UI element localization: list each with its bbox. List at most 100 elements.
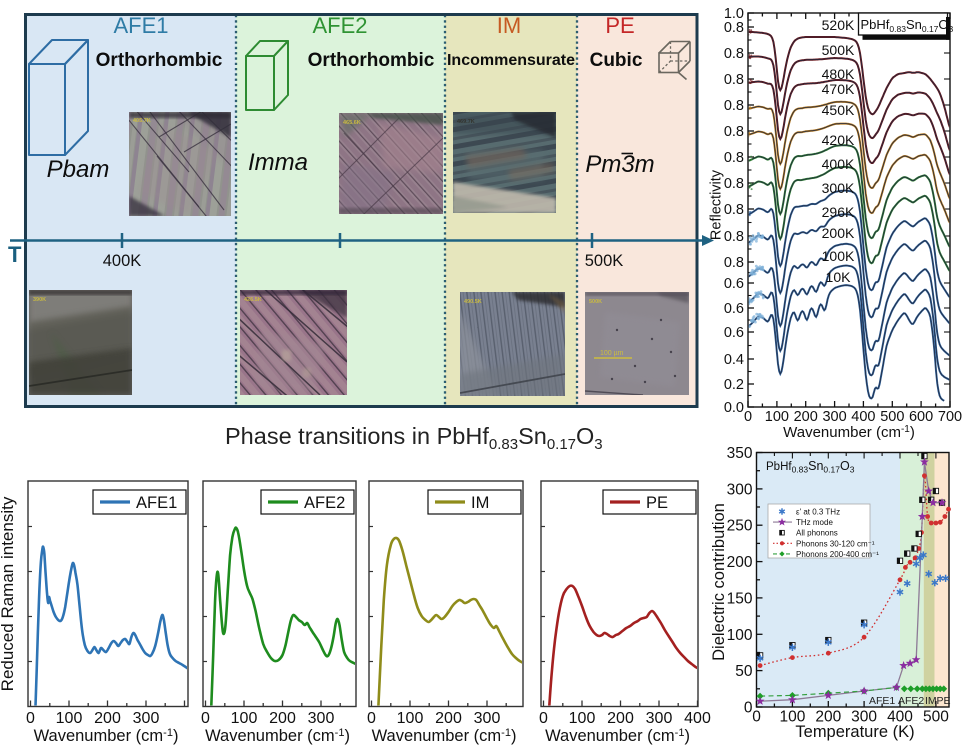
svg-text:200: 200 (94, 710, 121, 727)
svg-text:200: 200 (269, 710, 296, 727)
svg-text:405.7K: 405.7K (133, 118, 151, 124)
svg-text:200: 200 (435, 710, 462, 727)
svg-text:0.8: 0.8 (724, 124, 744, 140)
svg-text:500K: 500K (822, 42, 855, 58)
svg-text:Orthorhombic: Orthorhombic (96, 50, 223, 71)
svg-text:AFE1: AFE1 (136, 494, 177, 512)
svg-text:PE: PE (646, 494, 668, 512)
svg-text:0.8: 0.8 (724, 98, 744, 114)
svg-text:AFE2: AFE2 (304, 494, 345, 512)
svg-text:400: 400 (887, 709, 913, 726)
svg-text:Phase transitions in PbHf0.83S: Phase transitions in PbHf0.83Sn0.17O3 (225, 423, 603, 453)
svg-text:500: 500 (923, 709, 949, 726)
svg-text:200: 200 (607, 710, 634, 727)
svg-text:0: 0 (744, 700, 753, 717)
svg-text:400: 400 (684, 710, 711, 727)
svg-text:500K: 500K (585, 252, 624, 270)
svg-text:PbHf0.83Sn0.17O3: PbHf0.83Sn0.17O3 (766, 459, 855, 475)
svg-text:AFE1: AFE1 (869, 695, 895, 707)
svg-text:0: 0 (26, 710, 35, 727)
svg-text:420K: 420K (822, 132, 855, 148)
svg-text:0.6: 0.6 (724, 301, 744, 317)
svg-text:0.8: 0.8 (724, 20, 744, 36)
svg-text:300: 300 (474, 710, 501, 727)
svg-text:T: T (8, 242, 22, 267)
svg-text:500: 500 (880, 409, 904, 425)
svg-text:300: 300 (851, 709, 877, 726)
svg-text:THz mode: THz mode (796, 518, 833, 527)
svg-text:490.5K: 490.5K (464, 299, 482, 305)
svg-text:100K: 100K (822, 248, 855, 264)
svg-text:0.4: 0.4 (724, 352, 744, 368)
svg-text:Reduced Raman intensity: Reduced Raman intensity (0, 496, 17, 691)
svg-text:50: 50 (735, 663, 753, 680)
svg-text:Incommensurate: Incommensurate (447, 52, 575, 69)
svg-text:All phonons: All phonons (796, 529, 838, 538)
svg-text:100: 100 (231, 710, 258, 727)
svg-text:Wavenumber (cm-1): Wavenumber (cm-1) (372, 727, 517, 745)
svg-text:0: 0 (752, 709, 761, 726)
svg-text:0.8: 0.8 (724, 229, 744, 245)
svg-text:0: 0 (744, 409, 752, 425)
svg-text:470K: 470K (822, 81, 855, 97)
svg-text:350: 350 (727, 445, 753, 462)
svg-text:100: 100 (779, 709, 805, 726)
svg-text:0.8: 0.8 (724, 202, 744, 218)
svg-text:0.8: 0.8 (724, 46, 744, 62)
svg-text:PE: PE (605, 13, 634, 38)
svg-text:700: 700 (938, 409, 962, 425)
svg-text:0.8: 0.8 (724, 72, 744, 88)
svg-text:390K: 390K (33, 297, 46, 303)
svg-text:469.7K: 469.7K (457, 119, 475, 125)
svg-text:AFE2: AFE2 (898, 695, 924, 707)
svg-text:0.6: 0.6 (724, 325, 744, 341)
svg-text:0.8: 0.8 (724, 150, 744, 166)
svg-text:300: 300 (646, 710, 673, 727)
svg-text:0.8: 0.8 (724, 255, 744, 271)
svg-text:465.6K: 465.6K (343, 120, 361, 126)
svg-text:100: 100 (397, 710, 424, 727)
svg-text:PbHf0.83Sn0.17O3: PbHf0.83Sn0.17O3 (861, 17, 954, 34)
svg-text:1.0: 1.0 (724, 6, 744, 22)
svg-text:100 µm: 100 µm (600, 350, 624, 357)
svg-text:Phonons 30-120 cm⁻¹: Phonons 30-120 cm⁻¹ (796, 539, 875, 548)
svg-text:200: 200 (727, 554, 753, 571)
svg-text:0: 0 (367, 710, 376, 727)
svg-text:0.0: 0.0 (724, 400, 744, 416)
svg-text:100: 100 (765, 409, 789, 425)
svg-text:IM: IM (471, 494, 489, 512)
svg-text:IM: IM (925, 695, 937, 707)
svg-text:200: 200 (794, 409, 818, 425)
svg-text:500K: 500K (589, 299, 602, 305)
svg-text:100: 100 (56, 710, 83, 727)
svg-text:100: 100 (569, 710, 596, 727)
svg-text:200: 200 (815, 709, 841, 726)
svg-text:Wavenumber (cm-1): Wavenumber (cm-1) (783, 424, 915, 441)
svg-text:400K: 400K (822, 156, 855, 172)
svg-text:426.5K: 426.5K (244, 297, 262, 303)
svg-text:Cubic: Cubic (590, 50, 643, 71)
svg-text:Pm3m: Pm3m (585, 151, 654, 178)
svg-text:520K: 520K (822, 17, 855, 33)
svg-text:Reflectivity: Reflectivity (709, 169, 725, 240)
svg-text:450K: 450K (822, 102, 855, 118)
svg-text:400: 400 (851, 409, 875, 425)
svg-text:300: 300 (822, 409, 846, 425)
svg-text:Pbam: Pbam (47, 156, 110, 183)
svg-text:0.8: 0.8 (724, 176, 744, 192)
svg-text:Imma: Imma (248, 149, 308, 176)
svg-text:ε' at 0.3 THz: ε' at 0.3 THz (796, 508, 840, 517)
svg-text:Temperature (K): Temperature (K) (795, 723, 914, 741)
svg-text:0: 0 (201, 710, 210, 727)
svg-text:Wavenumber (cm-1): Wavenumber (cm-1) (545, 727, 690, 745)
svg-text:PE: PE (937, 695, 951, 707)
svg-text:IM: IM (497, 13, 521, 38)
svg-text:400K: 400K (103, 252, 142, 270)
svg-text:Wavenumber (cm-1): Wavenumber (cm-1) (205, 727, 350, 745)
svg-text:300: 300 (727, 481, 753, 498)
svg-text:480K: 480K (822, 66, 855, 82)
svg-text:300: 300 (133, 710, 160, 727)
svg-text:10K: 10K (826, 269, 852, 285)
svg-text:Phonons 200-400 cm⁻¹: Phonons 200-400 cm⁻¹ (796, 550, 879, 559)
svg-text:100: 100 (727, 627, 753, 644)
